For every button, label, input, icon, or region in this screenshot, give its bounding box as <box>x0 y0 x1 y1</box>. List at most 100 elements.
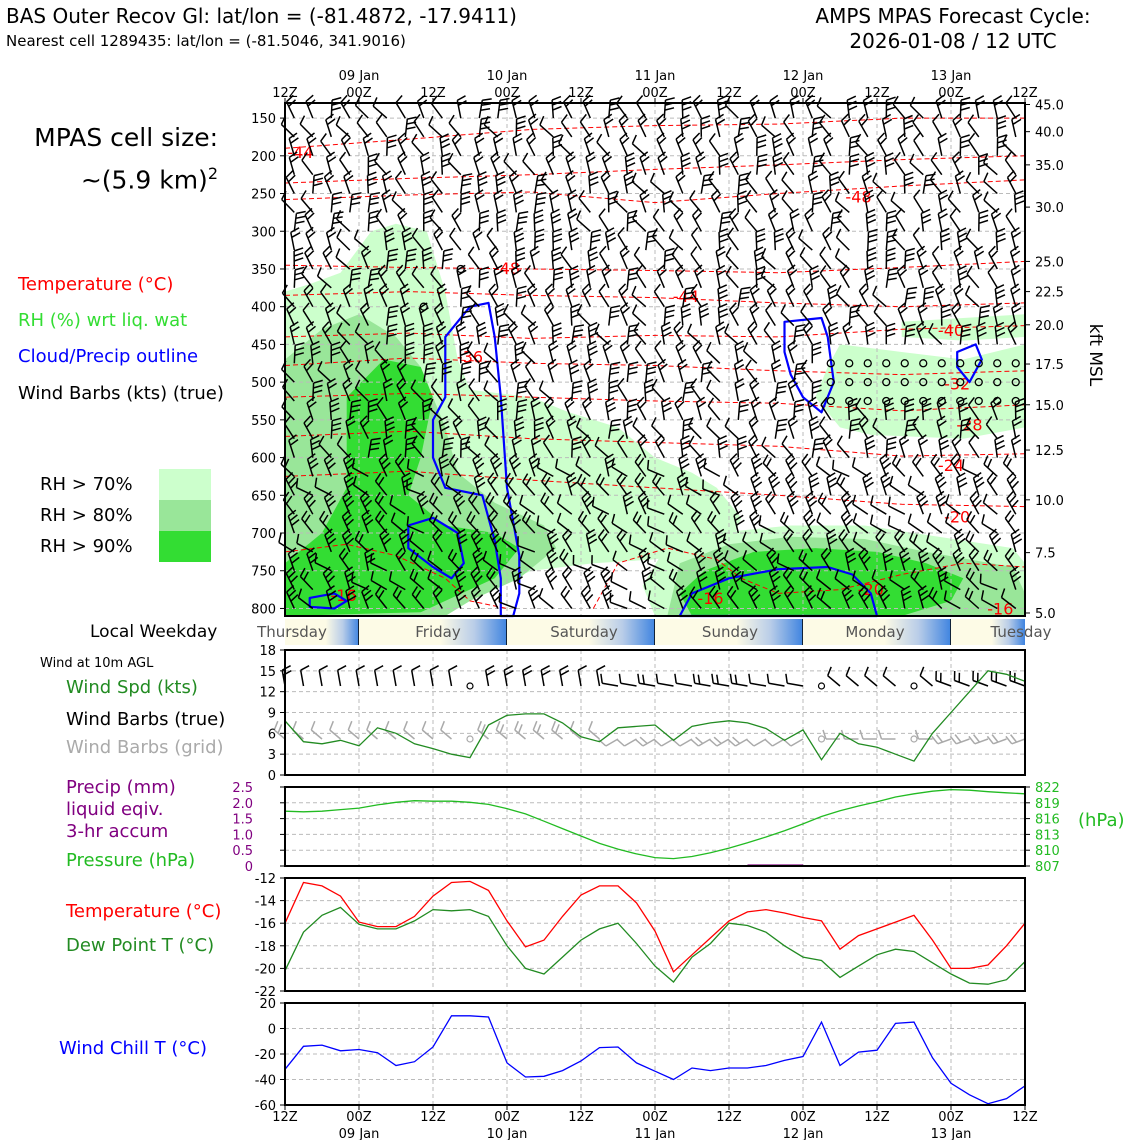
upper-wind-barb <box>716 95 728 119</box>
upper-wind-barb <box>675 339 686 364</box>
upper-wind-barb <box>335 209 351 232</box>
upper-wind-barb <box>866 246 877 270</box>
upper-wind-barb <box>359 490 373 515</box>
upper-wind-barb <box>677 358 688 383</box>
upper-wind-barb <box>682 381 696 402</box>
upper-wind-barb <box>1002 454 1017 477</box>
upper-wind-barb <box>552 228 563 251</box>
upper-wind-barb <box>675 132 686 157</box>
upper-wind-barb <box>386 248 399 270</box>
upper-wind-barb <box>708 132 721 157</box>
upper-wind-barb <box>692 94 703 119</box>
upper-wind-barb <box>367 437 381 458</box>
temperature-contour-label: -40 <box>938 321 964 340</box>
upper-wind-barb <box>749 283 760 307</box>
calm-wind-marker <box>882 396 891 406</box>
upper-wind-barb <box>503 152 517 176</box>
upper-wind-barb <box>802 321 814 345</box>
wind-barb-10m-grid <box>495 720 508 740</box>
upper-wind-barb <box>844 547 857 571</box>
upper-wind-barb <box>700 361 713 383</box>
temperature-isoline <box>284 357 1026 376</box>
bottom-x-tick-label: 00Z <box>494 1110 520 1125</box>
upper-wind-barb <box>1004 547 1017 572</box>
precip-panel-frame <box>284 786 1026 867</box>
upper-wind-barb <box>696 566 708 590</box>
upper-wind-barb <box>519 494 536 515</box>
upper-wind-barb <box>861 170 872 194</box>
upper-wind-barb <box>295 478 314 496</box>
upper-wind-barb <box>690 378 702 402</box>
upper-wind-barb <box>973 245 985 270</box>
upper-wind-barb <box>852 494 869 515</box>
upper-wind-barb <box>714 528 727 553</box>
upper-wind-barb <box>559 548 573 572</box>
calm-wind-marker <box>863 359 872 368</box>
upper-wind-barb <box>560 114 573 138</box>
upper-wind-barb <box>1007 321 1018 345</box>
upper-wind-barb <box>651 417 665 440</box>
upper-right-tick-label: 22.5 <box>1035 286 1064 301</box>
upper-wind-barb <box>678 453 690 477</box>
upper-wind-barb <box>631 285 647 308</box>
wind-barb-10m-grid <box>764 738 785 747</box>
upper-wind-barb <box>603 113 614 138</box>
upper-wind-barb <box>293 266 305 288</box>
upper-wind-barb <box>325 226 337 251</box>
upper-wind-barb <box>827 283 839 307</box>
upper-wind-barb <box>495 171 506 194</box>
top-x-date-label: 10 Jan <box>487 69 528 84</box>
upper-wind-barb <box>828 321 839 345</box>
upper-wind-barb <box>985 416 998 440</box>
upper-wind-barb <box>566 415 577 439</box>
upper-wind-barb <box>718 228 729 251</box>
upper-wind-barb <box>404 322 415 345</box>
wind-barb-10m-true <box>373 665 384 687</box>
upper-wind-barb <box>487 472 499 496</box>
upper-wind-barb <box>855 133 869 157</box>
upper-wind-barb <box>807 396 818 421</box>
upper-wind-barb <box>522 152 536 176</box>
upper-wind-barb <box>957 265 969 288</box>
upper-wind-barb <box>786 490 799 515</box>
precip-y-tick-label: 0.5 <box>232 844 253 859</box>
calm-wind-marker <box>974 396 983 406</box>
pressure-y-tick-label: 816 <box>1035 813 1060 828</box>
upper-wind-barb <box>489 453 503 477</box>
wind-y-tick-label: 12 <box>259 686 276 701</box>
upper-wind-barb <box>634 453 647 477</box>
upper-wind-barb <box>470 528 484 553</box>
wind-barb-10m-grid <box>727 736 748 747</box>
upper-wind-barb <box>601 585 614 609</box>
upper-wind-barb <box>527 283 538 307</box>
upper-wind-barb <box>733 509 745 534</box>
upper-wind-barb <box>820 547 832 572</box>
upper-wind-barb <box>631 134 647 157</box>
upper-wind-barb <box>510 264 522 288</box>
upper-wind-barb <box>763 321 776 345</box>
upper-wind-barb <box>750 471 763 496</box>
upper-wind-barb <box>980 590 998 610</box>
upper-wind-barb <box>354 322 369 345</box>
upper-wind-barb <box>668 511 684 534</box>
legend-swatch-rh70 <box>159 469 211 500</box>
upper-wind-barb <box>581 396 593 421</box>
upper-wind-barb <box>497 323 510 345</box>
upper-wind-barb <box>351 458 369 478</box>
upper-wind-barb <box>560 585 573 609</box>
upper-wind-barb <box>411 416 425 440</box>
upper-wind-barb <box>565 283 576 307</box>
upper-wind-barb <box>354 379 369 402</box>
upper-wind-barb <box>512 132 523 156</box>
upper-wind-barb <box>836 435 850 459</box>
upper-wind-barb <box>909 153 924 176</box>
upper-wind-barb <box>968 132 980 157</box>
upper-wind-barb <box>675 170 686 194</box>
upper-wind-barb <box>430 378 443 402</box>
upper-wind-barb <box>920 208 932 232</box>
upper-wind-barb <box>488 245 500 270</box>
upper-wind-barb <box>483 380 499 402</box>
upper-wind-barb <box>540 171 554 195</box>
upper-wind-barb <box>695 396 707 421</box>
upper-wind-barb <box>330 191 343 213</box>
